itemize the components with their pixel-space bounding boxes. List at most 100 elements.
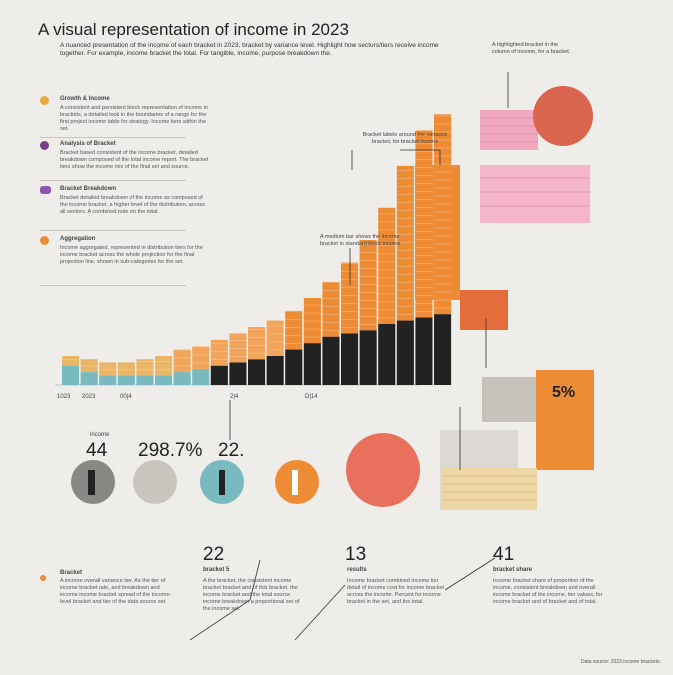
legend-item: Analysis of Bracket Bracket based consis…: [40, 141, 208, 186]
annotation-leader: [444, 557, 496, 591]
bar-base: [341, 333, 359, 385]
cream-stack: [442, 468, 537, 510]
chart-annotation: Bracket labels around the variance brack…: [362, 132, 448, 145]
bar-base: [117, 375, 135, 385]
legend-divider: [40, 285, 186, 286]
bar-upper: [359, 240, 377, 331]
bar-base: [303, 343, 321, 385]
big-coral-circle: [346, 433, 420, 507]
legend-title: Growth & Income: [60, 96, 110, 102]
bar-upper: [248, 327, 266, 360]
bar-upper: [229, 333, 247, 363]
bar-upper: [173, 349, 191, 373]
legend-item: Growth & Income A consistent and persist…: [40, 96, 208, 136]
legend-item: Aggregation Income aggregated, represent…: [40, 236, 203, 286]
legend-title: Aggregation: [60, 236, 96, 242]
bar-upper: [210, 339, 228, 366]
bar-base: [173, 372, 191, 385]
bottom-body: A the bracket, the consistent income bra…: [203, 578, 300, 612]
bar-upper: [434, 114, 452, 315]
bottom-number: 22: [203, 544, 225, 565]
page-subtitle: A nuanced presentation of the income of …: [60, 42, 439, 57]
stat-value: 22.: [218, 440, 245, 461]
bulb-icon: [40, 236, 49, 245]
badge-value: 5%: [552, 384, 575, 401]
bottom-body: Income bracket share of proportion of th…: [493, 578, 603, 605]
legend-body: Income aggregated, represented in distri…: [60, 245, 203, 265]
stat-value: 44: [86, 440, 108, 461]
legend-item: Bracket Breakdown Bracket detailed break…: [40, 186, 205, 231]
annotation-leader: [400, 149, 441, 165]
bottom-head: bracket 5: [203, 567, 230, 573]
bar-upper: [136, 359, 154, 376]
bullet-dot: [40, 575, 46, 581]
coral-circle: [533, 86, 593, 146]
chat-icon: [40, 186, 51, 194]
bar-base: [359, 330, 377, 385]
tag-icon: [40, 141, 49, 150]
red-orange-block: [460, 290, 508, 330]
bar-base: [99, 375, 117, 385]
bar-base: [415, 317, 433, 385]
bottom-number: 41: [493, 544, 515, 565]
tick-label: 00|4: [120, 394, 132, 400]
legend-body: A consistent and persistent block repres…: [60, 105, 208, 132]
bar-upper: [303, 298, 321, 344]
bar-upper: [285, 310, 303, 350]
bar-base: [322, 336, 340, 385]
bar-upper: [80, 359, 98, 373]
bar-base: [285, 349, 303, 385]
bar-base: [192, 368, 210, 385]
bar-upper: [378, 207, 396, 324]
legend-title: Bracket Breakdown: [60, 186, 117, 192]
bar-upper: [117, 362, 135, 376]
bar-upper: [62, 356, 80, 366]
chart-annotation: A highlighted bracket in the column of i…: [492, 42, 571, 55]
bottom-head: Bracket: [60, 570, 83, 576]
chart-annotation: A medium bar shows the income bracket in…: [320, 234, 401, 247]
legend-divider: [40, 180, 186, 181]
tick-label: D|14: [305, 394, 318, 400]
bottom-number: 13: [345, 544, 367, 565]
bar-upper: [266, 320, 284, 356]
orange-badge-block: [536, 370, 594, 470]
bar-base: [378, 323, 396, 385]
bar-upper: [322, 281, 340, 337]
bar-upper: [415, 130, 433, 318]
tick-label: 2023: [82, 394, 96, 400]
bar-base: [396, 320, 414, 385]
legend-body: Bracket based consistent of the income b…: [60, 150, 209, 170]
legend-divider: [40, 230, 186, 231]
page-title: A visual representation of income in 202…: [38, 20, 349, 39]
bar-upper: [155, 356, 173, 376]
circle-caption: income: [90, 432, 110, 438]
footer-note: Data source: 2023 income brackets.: [580, 659, 661, 665]
sun-icon: [40, 96, 49, 105]
bar-base: [62, 365, 80, 385]
legend-body: Bracket detailed breakdown of the income…: [60, 195, 205, 215]
gray-block: [482, 377, 537, 422]
tick-label: 1023: [57, 394, 71, 400]
bar-upper: [99, 362, 117, 376]
annotation-leader: [294, 584, 346, 641]
bar-base: [155, 375, 173, 385]
legend-divider: [40, 137, 186, 138]
bar-base: [229, 362, 247, 385]
stat-circle: [133, 460, 177, 504]
bar-base: [210, 365, 228, 385]
bottom-head: bracket share: [493, 567, 533, 573]
pink-stack: [480, 110, 590, 223]
bar-upper: [396, 165, 414, 321]
bottom-head: results: [347, 567, 367, 573]
tick-label: 2|4: [230, 394, 239, 400]
bar-base: [266, 356, 284, 385]
bar-upper: [341, 262, 359, 334]
bottom-body: A income overall variance tier. As the t…: [60, 578, 172, 605]
bar-base: [80, 372, 98, 385]
stat-value: 298.7%: [138, 440, 203, 461]
bar-base: [136, 375, 154, 385]
bar-base: [434, 314, 452, 385]
bar-base: [248, 359, 266, 385]
bottom-body: Income bracket combined income tier deta…: [347, 578, 444, 605]
